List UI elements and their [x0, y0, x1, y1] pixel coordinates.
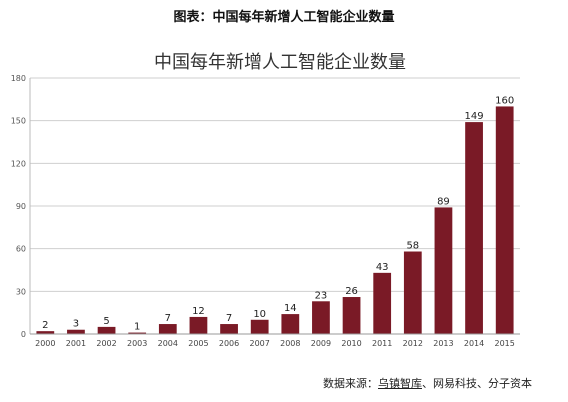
y-tick-label: 120 [11, 159, 26, 168]
x-tick-label: 2004 [158, 339, 178, 348]
bar [373, 272, 392, 334]
bar [250, 319, 269, 334]
y-tick-label: 0 [21, 330, 26, 339]
data-label: 23 [315, 290, 328, 301]
bar [36, 331, 55, 334]
x-tick-label: 2013 [433, 339, 453, 348]
bar [67, 329, 85, 334]
bar [128, 332, 147, 334]
x-tick-label: 2006 [219, 339, 239, 348]
data-label: 10 [253, 309, 266, 320]
bar [281, 314, 300, 334]
x-tick-label: 2001 [66, 339, 86, 348]
x-tick-label: 2014 [464, 339, 484, 348]
figure-caption: 图表：中国每年新增人工智能企业数量 [173, 10, 395, 25]
data-label: 58 [406, 241, 419, 252]
y-tick-label: 30 [16, 287, 26, 296]
x-tick-label: 2010 [341, 339, 361, 348]
x-tick-label: 2008 [280, 339, 300, 348]
data-label: 26 [345, 286, 358, 297]
source-name-1: 乌镇智库 [378, 377, 422, 390]
data-label: 1 [134, 322, 140, 333]
data-label: 2 [42, 320, 48, 331]
y-tick-label: 60 [16, 245, 26, 254]
y-tick-label: 90 [16, 202, 26, 211]
data-label: 89 [437, 196, 450, 207]
bar [158, 324, 177, 334]
data-label: 3 [73, 319, 79, 330]
data-label: 5 [103, 316, 109, 327]
chart-container: 中国每年新增人工智能企业数量 2 3 5 1 7 12 7 10 14 23 26 43 58 89 149… [0, 36, 568, 358]
x-tick-label: 2005 [188, 339, 208, 348]
chart-title: 中国每年新增人工智能企业数量 [154, 52, 406, 73]
data-label: 43 [376, 262, 389, 273]
data-source: 数据来源：乌镇智库、网易科技、分子资本 [323, 375, 532, 391]
x-tick-label: 2007 [250, 339, 270, 348]
data-label: 14 [284, 303, 297, 314]
x-tick-label: 2011 [372, 339, 392, 348]
bar [434, 207, 453, 334]
y-tick-label: 180 [11, 74, 26, 83]
data-label: 7 [226, 313, 232, 324]
x-tick-label: 2000 [35, 339, 55, 348]
bar [465, 122, 483, 334]
source-rest: 、网易科技、分子资本 [422, 377, 532, 390]
bar [312, 301, 330, 334]
bar [97, 326, 116, 334]
x-tick-label: 2002 [96, 339, 116, 348]
data-label: 149 [465, 111, 484, 122]
source-prefix: 数据来源： [323, 377, 378, 390]
x-tick-label: 2012 [403, 339, 423, 348]
bar [220, 324, 238, 334]
data-label: 7 [165, 313, 171, 324]
bar [189, 316, 208, 334]
y-tick-label: 150 [11, 117, 26, 126]
bar [495, 106, 514, 334]
bar [342, 297, 361, 334]
x-tick-label: 2015 [495, 339, 515, 348]
bar [403, 251, 422, 334]
x-tick-label: 2003 [127, 339, 147, 348]
data-label: 12 [192, 306, 205, 317]
data-label: 160 [495, 95, 514, 106]
x-tick-label: 2009 [311, 339, 331, 348]
